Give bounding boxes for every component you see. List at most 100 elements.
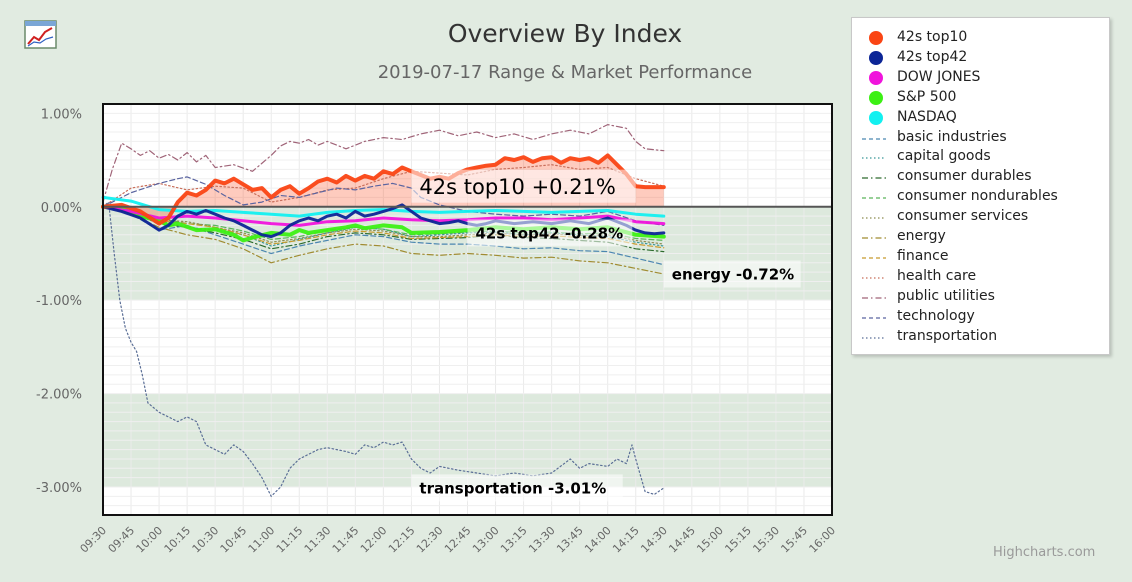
series-line-technology: [102, 176, 665, 226]
series-line-nasdaq: [101, 195, 666, 218]
x-tick-label: 16:00: [807, 524, 839, 556]
legend-line-icon: [862, 297, 886, 299]
x-tick-label: 14:30: [638, 524, 670, 556]
legend-label: finance: [897, 247, 949, 264]
legend-item-s-p-500[interactable]: S&P 500: [852, 88, 1109, 108]
legend-item-public-utilities[interactable]: public utilities: [852, 287, 1109, 307]
legend-line-icon: [862, 157, 886, 159]
annotation-label: energy -0.72%: [663, 260, 801, 288]
series-line-transportation: [102, 201, 665, 497]
annotation-label: 42s top10 +0.21%: [411, 169, 636, 203]
legend-line-icon: [862, 237, 886, 239]
rising-chart-icon[interactable]: [24, 20, 57, 49]
legend-label: public utilities: [897, 287, 995, 304]
x-tick-label: 12:45: [442, 524, 474, 556]
annotation-text: 42s top10 +0.21%: [419, 175, 615, 199]
series-line-health-care: [102, 164, 665, 208]
series-line-42s-top10: [101, 153, 666, 226]
legend-label: 42s top10: [897, 29, 968, 45]
annotation-text: transportation -3.01%: [419, 479, 606, 497]
grid: [102, 104, 833, 515]
y-tick-label: -1.00%: [36, 294, 82, 309]
legend-label: S&P 500: [897, 88, 957, 105]
x-tick-label: 09:30: [78, 524, 110, 556]
legend-label: 42s top42: [897, 48, 968, 65]
x-tick-label: 15:15: [722, 524, 754, 556]
legend-item-nasdaq[interactable]: NASDAQ: [852, 108, 1109, 128]
legend-label: consumer services: [897, 208, 1029, 225]
x-tick-label: 15:30: [750, 524, 782, 556]
legend-item-transportation[interactable]: transportation: [852, 327, 1109, 347]
x-tick-label: 13:30: [526, 524, 558, 556]
legend-line-icon: [862, 336, 886, 339]
plot-border: [102, 103, 833, 516]
legend-line-icon: [862, 217, 886, 219]
legend-item-energy[interactable]: energy: [852, 227, 1109, 247]
legend-label: NASDAQ: [897, 108, 957, 125]
x-tick-label: 13:00: [470, 524, 502, 556]
legend-item-basic-industries[interactable]: basic industries: [852, 128, 1109, 148]
annotation-text: 42s top42 -0.28%: [476, 224, 624, 242]
legend-item-dow-jones[interactable]: DOW JONES: [852, 68, 1109, 88]
annotation-background: [411, 169, 636, 203]
legend-label: consumer durables: [897, 168, 1032, 185]
legend-item-consumer-durables[interactable]: consumer durables: [852, 167, 1109, 187]
annotation-background: [467, 219, 633, 247]
annotation-label: transportation -3.01%: [411, 474, 623, 502]
x-tick-label: 14:45: [666, 524, 698, 556]
x-tick-label: 15:00: [694, 524, 726, 556]
legend-item-consumer-services[interactable]: consumer services: [852, 207, 1109, 227]
legend-marker-icon: [869, 90, 883, 105]
y-tick-label: 1.00%: [41, 107, 82, 122]
x-tick-label: 10:30: [190, 524, 222, 556]
legend-label: transportation: [897, 327, 998, 344]
legend-item-consumer-nondurables[interactable]: consumer nondurables: [852, 187, 1109, 207]
legend-item-finance[interactable]: finance: [852, 247, 1109, 267]
annotation-label: 42s top42 -0.28%: [467, 219, 633, 247]
legend-item-health-care[interactable]: health care: [852, 267, 1109, 287]
legend-line-icon: [862, 257, 886, 259]
y-tick-label: -2.00%: [36, 388, 82, 403]
x-tick-label: 10:00: [134, 524, 166, 556]
legend-marker-icon: [869, 70, 883, 85]
annotation-text: energy -0.72%: [672, 265, 794, 283]
legend-label: health care: [897, 267, 977, 284]
annotation-background: [663, 260, 801, 288]
legend-item-42s-top10[interactable]: 42s top10: [852, 28, 1109, 48]
x-tick-label: 11:30: [302, 524, 334, 556]
annotation-background: [411, 474, 623, 502]
x-tick-label: 11:45: [330, 524, 362, 556]
series-line-energy: [102, 206, 665, 275]
x-tick-label: 11:00: [246, 524, 278, 556]
legend-line-icon: [862, 316, 886, 319]
legend-label: technology: [897, 307, 975, 324]
legend: 42s top10 42s top42 DOW JONES S&P 500 NASDAQ…: [851, 17, 1110, 355]
legend-label: energy: [897, 228, 946, 244]
legend-label: consumer nondurables: [897, 188, 1058, 205]
annotations: 42s top10 +0.21% 42s top42 -0.28% energy -…: [411, 169, 801, 502]
x-tick-label: 14:15: [610, 524, 642, 556]
legend-line-icon: [862, 277, 886, 279]
x-tick-label: 15:45: [778, 524, 810, 556]
legend-label: DOW JONES: [897, 68, 981, 85]
legend-line-icon: [862, 177, 886, 179]
legend-item-42s-top42[interactable]: 42s top42: [852, 48, 1109, 68]
x-tick-label: 14:00: [582, 524, 614, 556]
x-tick-label: 11:15: [274, 524, 306, 556]
chart-subtitle: 2019-07-17 Range & Market Performance: [378, 62, 753, 83]
y-tick-label: -3.00%: [36, 481, 82, 496]
legend-item-capital-goods[interactable]: capital goods: [852, 147, 1109, 167]
x-tick-label: 12:00: [358, 524, 390, 556]
credits-link[interactable]: Highcharts.com: [993, 545, 1096, 560]
legend-item-technology[interactable]: technology: [852, 307, 1109, 327]
y-tick-label: 0.00%: [41, 201, 82, 216]
x-tick-label: 10:45: [218, 524, 250, 556]
x-tick-label: 12:30: [414, 524, 446, 556]
legend-line-icon: [862, 197, 886, 199]
x-tick-label: 13:45: [554, 524, 586, 556]
series-line-public-utilities: [102, 124, 665, 203]
x-tick-label: 10:15: [162, 524, 194, 556]
legend-marker-icon: [869, 31, 883, 45]
legend-label: basic industries: [897, 128, 1007, 145]
